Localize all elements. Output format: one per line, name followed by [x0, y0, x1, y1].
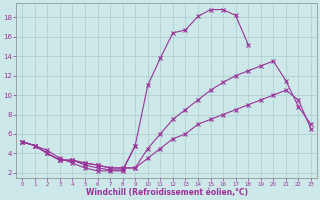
X-axis label: Windchill (Refroidissement éolien,°C): Windchill (Refroidissement éolien,°C): [85, 188, 248, 197]
